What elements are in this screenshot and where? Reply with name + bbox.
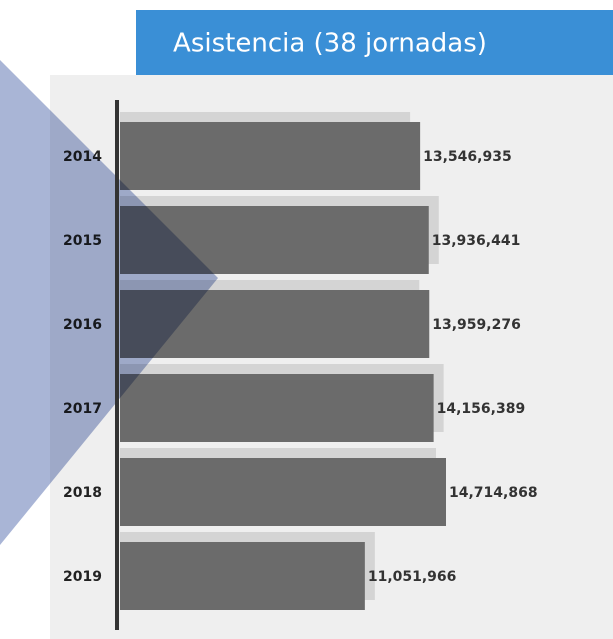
value-label: 14,156,389: [437, 401, 526, 417]
bar: [120, 374, 434, 442]
value-label: 13,936,441: [432, 233, 521, 249]
chart-title: Asistencia (38 jornadas): [173, 29, 487, 59]
value-label: 11,051,966: [368, 569, 457, 585]
bar: [120, 122, 421, 190]
category-label: 2019: [63, 569, 102, 585]
category-label: 2018: [63, 485, 102, 501]
bar: [120, 458, 446, 526]
value-label: 13,546,935: [423, 149, 512, 165]
value-label: 13,959,276: [432, 317, 521, 333]
title-banner: [136, 10, 613, 75]
bar: [120, 542, 365, 610]
bars: 13,546,935201413,936,441201513,959,27620…: [63, 112, 538, 610]
value-label: 14,714,868: [449, 485, 538, 501]
decorative-triangle: [0, 60, 218, 545]
